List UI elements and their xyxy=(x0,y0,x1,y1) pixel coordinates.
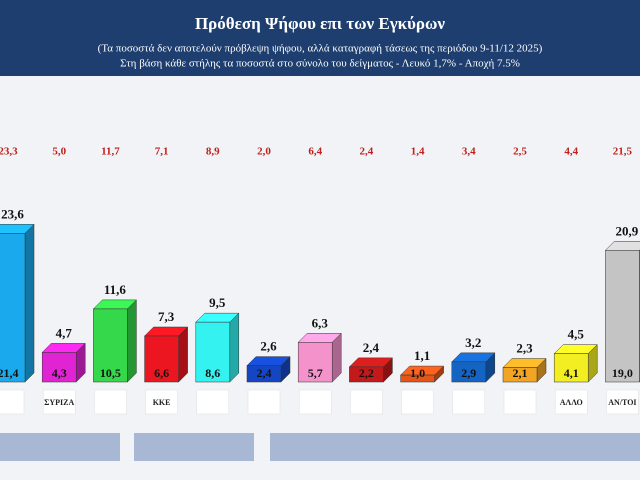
sample-value-label: 4,1 xyxy=(564,366,579,380)
previous-value-label: 2,4 xyxy=(360,146,374,158)
chart-title: Πρόθεση Ψήφου επι των Εγκύρων xyxy=(195,14,445,33)
party-logo-box xyxy=(0,389,25,415)
value-label: 2,3 xyxy=(516,340,533,355)
x-tick-label: ΑΛΛΟ xyxy=(560,398,583,407)
value-label: 9,5 xyxy=(209,295,226,310)
bar xyxy=(246,365,282,383)
previous-value-label: 5,0 xyxy=(52,146,66,158)
sample-value-label: 2,2 xyxy=(359,366,374,380)
bar xyxy=(349,366,384,383)
chart-note: Στη βάση κάθε στήλης τα ποσοστά στο σύνο… xyxy=(120,58,520,70)
sample-value-label: 10,5 xyxy=(100,366,121,380)
x-tick-label: ΣΥΡΙΖΑ xyxy=(44,398,74,407)
value-label: 23,6 xyxy=(1,206,24,221)
footer-block xyxy=(0,433,120,461)
bar xyxy=(144,335,179,383)
bar-side xyxy=(178,326,188,383)
sample-value-label: 1,0 xyxy=(410,366,425,380)
party-logo-box xyxy=(247,389,281,415)
party-logo-box xyxy=(554,389,588,415)
bar xyxy=(451,361,487,383)
previous-value-label: 4,4 xyxy=(564,146,578,158)
x-tick-label: ΑΝ/ΤΟΙ xyxy=(608,398,636,407)
footer-block xyxy=(270,433,640,461)
previous-value-label: 6,4 xyxy=(308,146,322,158)
value-label: 11,6 xyxy=(104,282,127,297)
header-band xyxy=(0,0,640,76)
chart-subtitle: (Τα ποσοστά δεν αποτελούν πρόβλεψη ψήφου… xyxy=(98,43,543,55)
bar xyxy=(0,233,26,383)
previous-value-label: 21,5 xyxy=(613,146,633,158)
previous-value-label: 8,9 xyxy=(206,146,220,158)
party-logo-box xyxy=(401,389,434,415)
bar xyxy=(605,250,640,383)
party-logo-box xyxy=(503,389,537,415)
sample-value-label: 5,7 xyxy=(308,366,323,380)
bar-side xyxy=(229,312,240,383)
footer-block xyxy=(134,433,254,461)
x-tick-label: ΚΚΕ xyxy=(153,398,171,407)
previous-value-label: 11,7 xyxy=(101,146,120,158)
value-label: 4,5 xyxy=(568,327,585,342)
party-logo-box xyxy=(196,389,230,415)
value-label: 6,3 xyxy=(312,315,329,330)
previous-value-label: 2,0 xyxy=(257,146,271,158)
sample-value-label: 6,6 xyxy=(154,366,169,380)
previous-value-label: 23,3 xyxy=(0,146,18,158)
party-logo-box xyxy=(452,389,486,415)
party-logo-box xyxy=(350,389,383,415)
bar xyxy=(553,353,589,383)
value-label: 2,6 xyxy=(260,339,277,354)
bar-side xyxy=(24,223,35,383)
sample-value-label: 2,9 xyxy=(461,366,476,380)
value-label: 2,4 xyxy=(363,340,380,355)
value-label: 3,2 xyxy=(465,335,481,350)
party-logo-box xyxy=(42,389,76,415)
previous-value-label: 2,5 xyxy=(513,146,527,158)
bar xyxy=(502,367,538,383)
bar xyxy=(41,352,77,383)
previous-value-label: 7,1 xyxy=(155,146,169,158)
previous-value-label: 3,4 xyxy=(462,146,476,158)
sample-value-label: 21,4 xyxy=(0,366,19,380)
party-logo-box xyxy=(145,389,178,415)
previous-value-label: 1,4 xyxy=(411,146,425,158)
sample-value-label: 19,0 xyxy=(612,366,633,380)
bar xyxy=(297,342,333,383)
value-label: 4,7 xyxy=(56,325,73,340)
sample-value-label: 8,6 xyxy=(205,366,220,380)
party-logo-box xyxy=(298,389,332,415)
sample-value-label: 4,3 xyxy=(52,366,67,380)
value-label: 7,3 xyxy=(158,309,175,324)
bar xyxy=(195,321,231,383)
bar xyxy=(400,374,435,383)
sample-value-label: 2,1 xyxy=(513,366,528,380)
value-label: 1,1 xyxy=(414,348,430,363)
bar-side xyxy=(127,299,137,383)
party-logo-box xyxy=(94,389,127,415)
party-logo-box xyxy=(606,389,639,415)
sample-value-label: 2,4 xyxy=(257,366,272,380)
value-label: 20,9 xyxy=(616,223,639,238)
bar xyxy=(93,308,128,383)
